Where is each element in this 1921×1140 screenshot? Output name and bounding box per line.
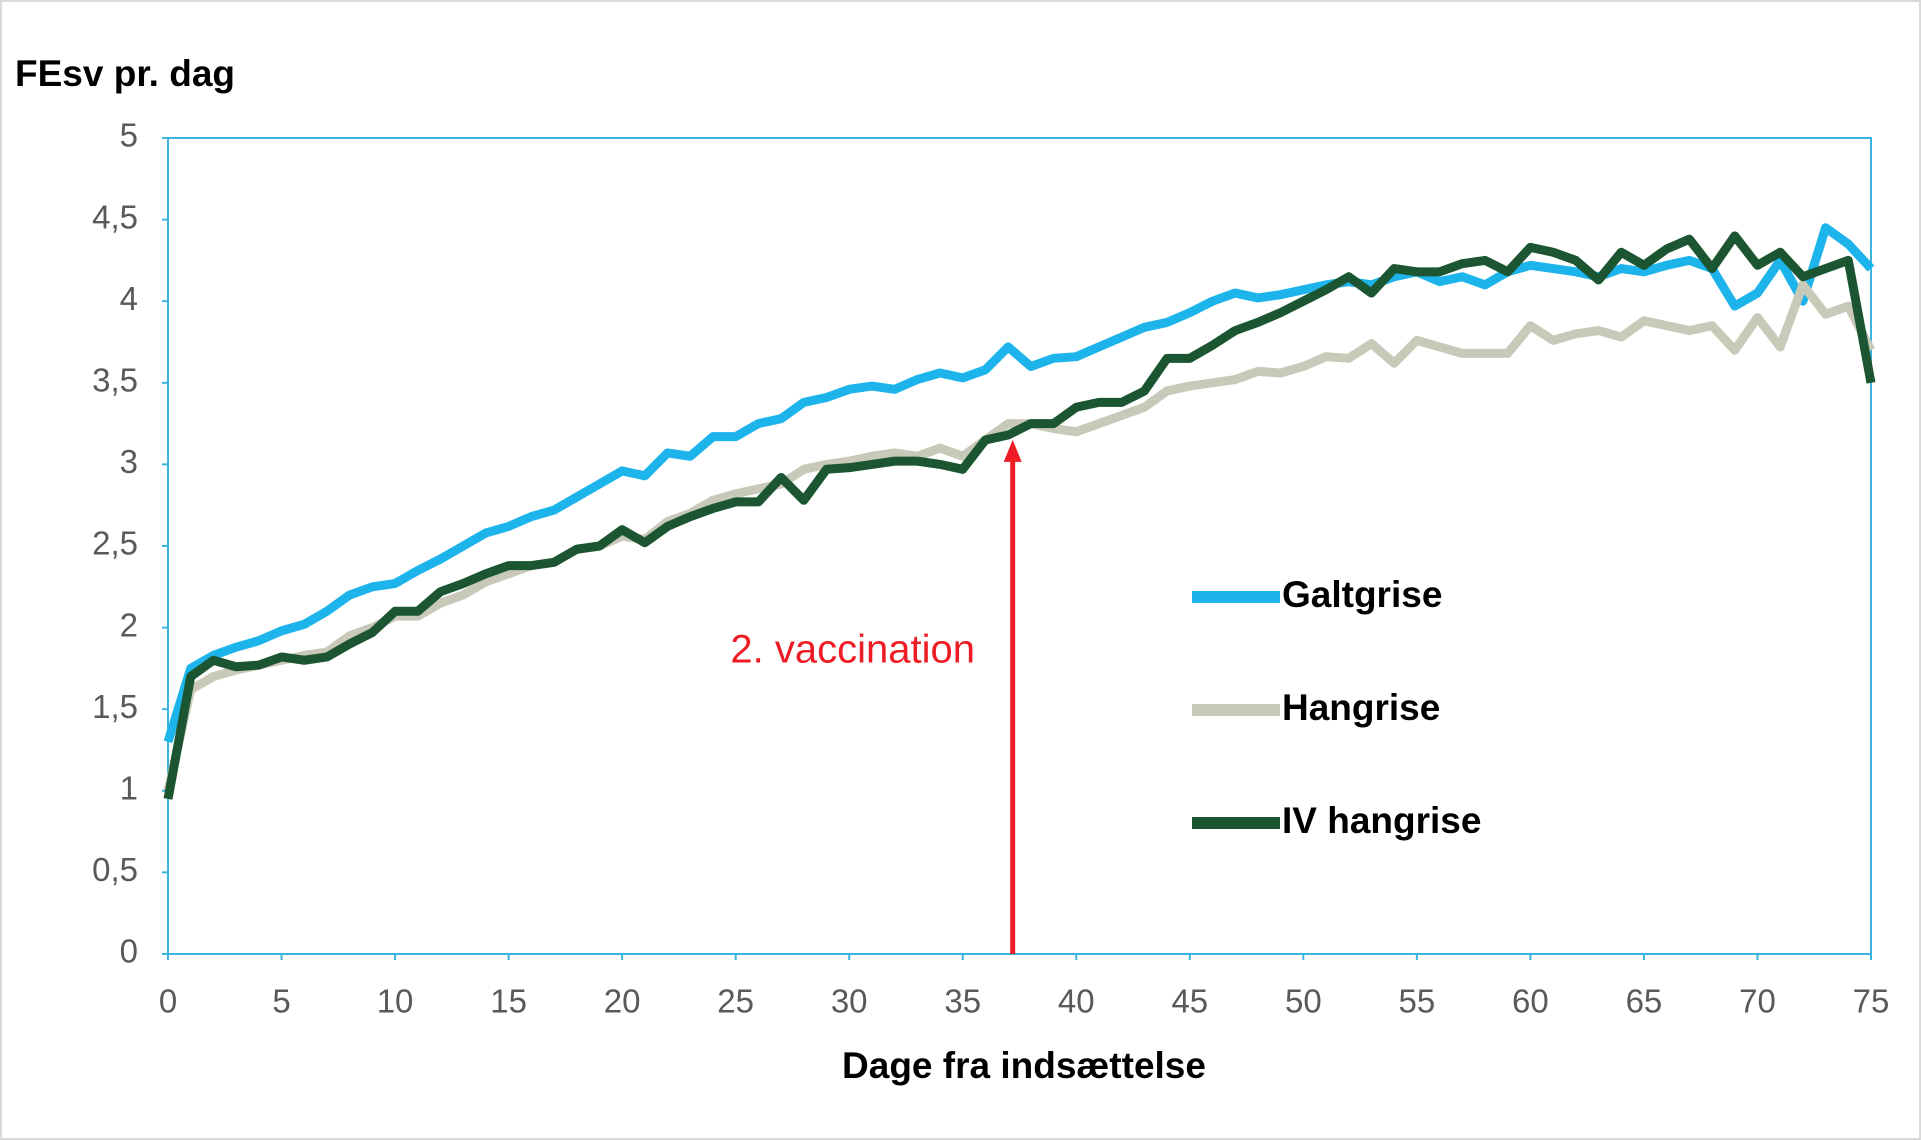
x-tick-label: 35 <box>944 983 981 1020</box>
x-tick-label: 60 <box>1512 983 1549 1020</box>
x-tick-label: 55 <box>1399 983 1436 1020</box>
x-tick-label: 0 <box>159 983 177 1020</box>
y-axis-label: FEsv pr. dag <box>15 53 235 94</box>
annotation-arrowhead <box>1003 439 1022 462</box>
x-tick-label: 15 <box>490 983 527 1020</box>
y-tick-label: 2,5 <box>92 525 138 562</box>
y-tick-label: 2 <box>120 606 138 643</box>
x-tick-label: 50 <box>1285 983 1322 1020</box>
y-tick-label: 1,5 <box>92 688 138 725</box>
x-tick-label: 25 <box>717 983 754 1020</box>
y-tick-label: 4,5 <box>92 198 138 235</box>
x-tick-label: 65 <box>1626 983 1663 1020</box>
series-line <box>163 231 1876 800</box>
y-tick-label: 3 <box>120 443 138 480</box>
series-line <box>163 280 1876 792</box>
x-tick-label: 10 <box>377 983 414 1020</box>
y-tick-label: 3,5 <box>92 362 138 399</box>
y-tick-label: 0 <box>120 933 138 970</box>
y-tick-label: 4 <box>120 280 138 317</box>
x-axis-label: Dage fra indsættelse <box>842 1045 1206 1086</box>
legend-label: Galtgrise <box>1282 574 1442 615</box>
x-tick-label: 5 <box>272 983 290 1020</box>
legend-label: IV hangrise <box>1282 800 1481 841</box>
y-tick-label: 5 <box>120 117 138 154</box>
x-tick-label: 70 <box>1739 983 1776 1020</box>
x-tick-label: 30 <box>831 983 868 1020</box>
legend-label: Hangrise <box>1282 687 1440 728</box>
x-tick-label: 40 <box>1058 983 1095 1020</box>
y-tick-label: 1 <box>120 770 138 807</box>
x-tick-label: 45 <box>1171 983 1208 1020</box>
x-tick-label: 20 <box>604 983 641 1020</box>
x-tick-label: 75 <box>1853 983 1890 1020</box>
annotation-text: 2. vaccination <box>730 628 975 672</box>
y-tick-label: 0,5 <box>92 851 138 888</box>
